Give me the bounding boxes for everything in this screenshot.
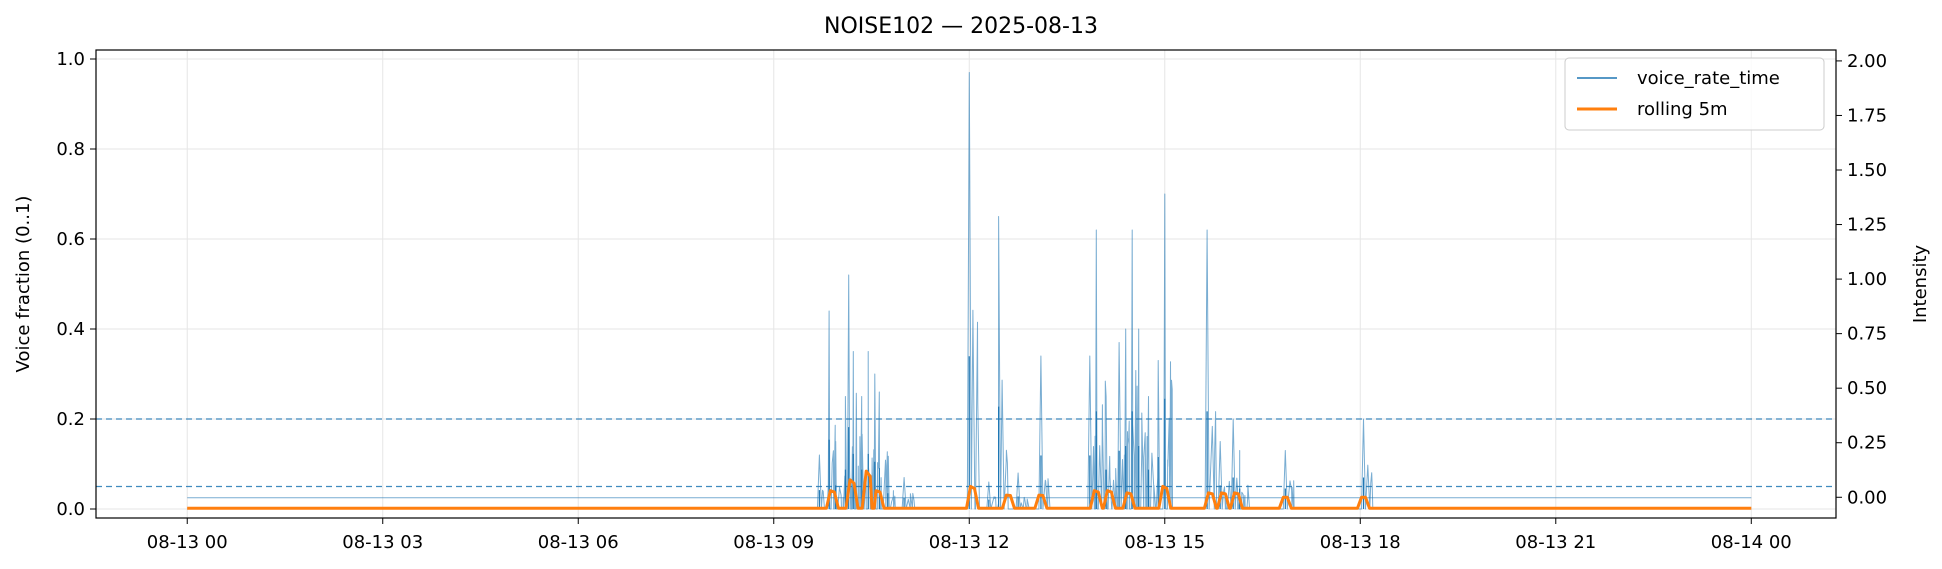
y2-tick-label: 1.00 bbox=[1847, 269, 1887, 290]
y2-tick-label: 0.25 bbox=[1847, 433, 1887, 454]
y2-axis-label: Intensity bbox=[1910, 244, 1931, 323]
y-axis-right: 0.00 0.25 0.50 0.75 1.00 1.25 1.50 1.75 2.00 bbox=[1836, 51, 1887, 508]
series-layer bbox=[187, 72, 1752, 510]
y-tick-label: 0.6 bbox=[56, 229, 85, 250]
plot-frame bbox=[95, 49, 1837, 519]
legend-box bbox=[1564, 57, 1825, 131]
y-tick-label: 1.0 bbox=[56, 49, 85, 70]
y2-tick-label: 0.00 bbox=[1847, 487, 1887, 508]
y2-tick-label: 1.25 bbox=[1847, 215, 1887, 236]
y-tick-label: 0.0 bbox=[56, 499, 85, 520]
x-tick-label: 08-13 03 bbox=[342, 532, 423, 553]
y-tick-label: 0.8 bbox=[56, 139, 85, 160]
series-rolling-5m bbox=[187, 469, 1752, 510]
x-tick-label: 08-13 09 bbox=[733, 532, 814, 553]
x-tick-label: 08-13 18 bbox=[1320, 532, 1401, 553]
y2-tick-label: 1.75 bbox=[1847, 105, 1887, 126]
legend-label-voice-rate: voice_rate_time bbox=[1637, 68, 1780, 89]
y2-tick-label: 0.75 bbox=[1847, 324, 1887, 345]
chart-title: NOISE102 — 2025-08-13 bbox=[824, 14, 1098, 39]
y-axis-left: 0.0 0.2 0.4 0.6 0.8 1.0 bbox=[56, 49, 96, 520]
y-tick-label: 0.4 bbox=[56, 319, 85, 340]
y2-tick-label: 1.50 bbox=[1847, 160, 1887, 181]
threshold-lines bbox=[96, 418, 1836, 488]
x-tick-label: 08-14 00 bbox=[1711, 532, 1792, 553]
x-tick-label: 08-13 06 bbox=[538, 532, 619, 553]
y2-tick-label: 0.50 bbox=[1847, 378, 1887, 399]
x-tick-label: 08-13 00 bbox=[147, 532, 228, 553]
y-tick-label: 0.2 bbox=[56, 409, 85, 430]
y-axis-label: Voice fraction (0..1) bbox=[13, 196, 34, 373]
legend: voice_rate_time rolling 5m bbox=[1564, 57, 1825, 131]
x-tick-label: 08-13 21 bbox=[1515, 532, 1596, 553]
y2-tick-label: 2.00 bbox=[1847, 51, 1887, 72]
legend-label-rolling: rolling 5m bbox=[1637, 99, 1728, 120]
x-tick-label: 08-13 12 bbox=[929, 532, 1010, 553]
x-tick-label: 08-13 15 bbox=[1124, 532, 1205, 553]
x-axis: 08-13 00 08-13 03 08-13 06 08-13 09 08-13 12… bbox=[147, 518, 1792, 553]
